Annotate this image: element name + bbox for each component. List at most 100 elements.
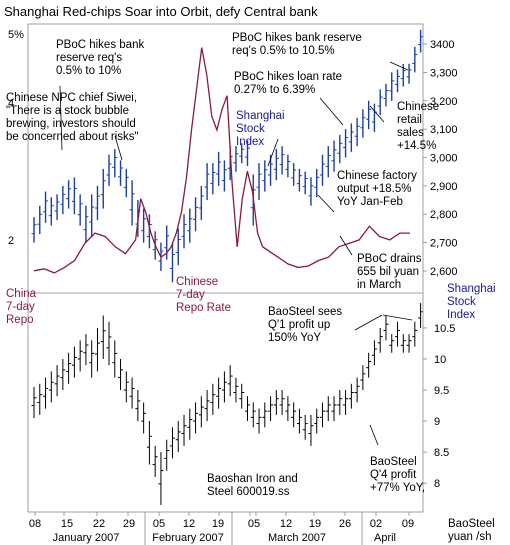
baosteel-bar — [348, 383, 354, 409]
baosteel-bar — [389, 334, 395, 353]
anno-factory-line-2: YoY Jan-Feb — [337, 196, 403, 208]
x-day-label: 19 — [309, 518, 321, 530]
annotations-group: Shanghai Red-chips Soar into Orbit, defy… — [4, 4, 496, 543]
x-day-label: 05 — [153, 518, 165, 530]
stock-axis-tick-label: 3400 — [430, 39, 454, 51]
x-day-label: 29 — [123, 518, 135, 530]
anno-retail-line-2: sales — [397, 127, 424, 139]
baosteel-bar — [31, 386, 37, 418]
annotation-pointer — [382, 314, 413, 321]
baosteel-bar — [337, 390, 343, 415]
stock-bar — [302, 171, 308, 195]
baosteel-axis-tick-label: 9.5 — [434, 385, 449, 397]
stock-bar — [366, 100, 372, 130]
stock-bar — [83, 205, 89, 243]
axes-group: 2,600 2,700 2,800 2,900 3,000 3,100 3,200 3,300… — [8, 23, 458, 545]
stock-bar — [377, 89, 383, 115]
anno-pboc-bank-10-line-2: 0.5% to 10% — [56, 65, 121, 77]
baosteel-bar — [100, 315, 106, 359]
baosteel-bar — [302, 414, 308, 440]
baosteel-bar — [273, 390, 279, 415]
annotation-pointer — [267, 138, 279, 167]
baosteel-bar — [250, 402, 256, 428]
baosteel-bars — [31, 303, 424, 505]
anno-shanghai-right-line-1: Stock — [447, 296, 476, 308]
stock-bar — [89, 194, 95, 237]
stock-bar — [360, 109, 366, 138]
baosteel-bar — [371, 340, 377, 366]
baosteel-bar — [360, 365, 366, 391]
baosteel-bar — [37, 383, 43, 415]
baosteel-bar — [343, 390, 349, 415]
stock-bar — [233, 146, 239, 172]
stock-bar — [239, 143, 245, 164]
anno-baoshan-line-1: Steel 600019.ss — [207, 486, 290, 498]
plot-frame — [27, 23, 424, 513]
baosteel-bar — [285, 396, 291, 422]
x-day-label: 19 — [212, 518, 224, 530]
anno-repo-rate-line-2: Repo Rate — [176, 302, 231, 314]
baosteel-bar — [94, 327, 100, 372]
anno-pboc-loan-line-1: 0.27% to 6.39% — [234, 84, 315, 96]
stock-bar — [169, 242, 175, 283]
annotation-pointer — [317, 194, 335, 213]
baosteel-bar — [227, 365, 233, 397]
stock-bar — [325, 146, 331, 178]
stock-bar — [262, 160, 268, 192]
repo-rate-line — [33, 47, 410, 274]
baosteel-bar — [48, 371, 54, 403]
stock-axis-tick-label: 3,200 — [430, 96, 458, 108]
anno-baosteel-q4-line-1: Q'4 profit — [370, 469, 417, 481]
anno-pboc-drains-line-1: 655 bil yuan — [357, 266, 419, 278]
stock-bar — [406, 63, 412, 84]
stock-axis-tick-label: 3,000 — [430, 153, 458, 165]
stock-bar — [146, 214, 152, 249]
x-day-label: 05 — [248, 518, 260, 530]
annotation-pointer — [339, 235, 353, 256]
baosteel-bar — [54, 365, 60, 397]
stock-bar — [94, 185, 100, 220]
stock-bar — [129, 180, 135, 226]
anno-shanghai-right-line-2: Index — [447, 309, 475, 321]
stock-bar — [112, 148, 118, 178]
stock-bar — [54, 194, 60, 220]
annotation-pointer — [59, 85, 63, 151]
baosteel-bar — [66, 352, 72, 384]
x-month-label: February 2007 — [152, 532, 224, 544]
baosteel-bar — [366, 352, 372, 378]
baosteel-bar — [279, 390, 285, 415]
baosteel-bar — [141, 402, 147, 434]
anno-baosteel-q4-line-2: +77% YoY, — [370, 482, 425, 494]
baosteel-bar — [221, 371, 227, 403]
baosteel-bar — [43, 377, 49, 409]
baosteel-bar — [83, 334, 89, 366]
stock-bar — [123, 168, 129, 198]
stock-axis-tick-label: 2,600 — [430, 266, 458, 278]
anno-china-repo-line-1: 7-day — [6, 301, 35, 313]
x-day-label: 08 — [29, 518, 41, 530]
anno-baosteel-q4-line-0: BaoSteel — [370, 456, 417, 468]
x-day-label: 12 — [280, 518, 292, 530]
stock-bar — [106, 154, 112, 186]
baosteel-bar — [135, 390, 141, 422]
stock-bar — [354, 117, 360, 147]
anno-npc-siwei-line-1: "There is a stock bubble — [6, 105, 129, 117]
baosteel-bar — [118, 358, 124, 391]
shanghai-index-bars — [31, 29, 424, 283]
baosteel-bar — [244, 396, 250, 422]
annotation-pointer — [369, 424, 379, 446]
anno-npc-siwei-line-3: be concerned about risks" — [6, 131, 139, 143]
stock-bar — [48, 197, 54, 226]
anno-retail-line-3: +14.5% — [397, 140, 436, 152]
x-month-label: April — [374, 532, 396, 544]
stock-bar — [37, 205, 43, 235]
stock-axis-tick-label: 3,300 — [430, 67, 458, 79]
baosteel-bar — [216, 377, 222, 409]
anno-pboc-drains-line-0: PBoC drains — [357, 253, 422, 265]
stock-bar — [296, 168, 302, 192]
repo-axis-tick-label: 2 — [8, 235, 14, 247]
baosteel-bar — [320, 402, 325, 428]
repo-axis-tick-label: 5% — [8, 29, 24, 41]
baosteel-bar — [354, 377, 360, 403]
